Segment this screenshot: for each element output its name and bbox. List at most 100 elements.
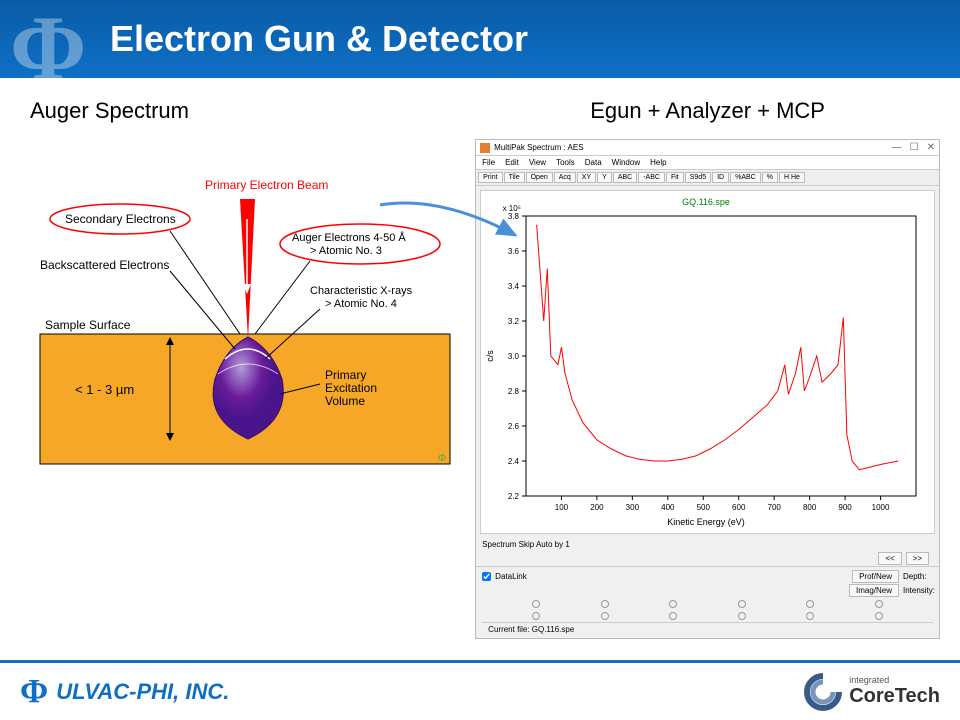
toolbar: PrintTileOpenAcqXYYABC-ABCFitS9d5ID%ABC%…	[476, 170, 939, 186]
svg-text:c/s: c/s	[485, 350, 495, 362]
coretech-logo-icon	[803, 672, 843, 712]
pev-l1: Primary	[325, 368, 366, 382]
secondary-label: Secondary Electrons	[65, 212, 176, 226]
radio-dot[interactable]	[875, 612, 883, 620]
coretech-small: integrated	[849, 676, 940, 686]
slide-header: Φ Electron Gun & Detector	[0, 0, 960, 78]
footer: Φ ULVAC-PHI, INC. integrated CoreTech	[0, 660, 960, 720]
coretech-big: CoreTech	[849, 685, 940, 707]
radio-row-1	[482, 598, 933, 610]
tb-acq[interactable]: Acq	[554, 172, 576, 183]
radio-dot[interactable]	[738, 600, 746, 608]
tb-print[interactable]: Print	[478, 172, 502, 183]
svg-text:2.6: 2.6	[508, 422, 520, 431]
status-skip: Spectrum Skip Auto by 1	[476, 538, 939, 551]
tb-[interactable]: %	[762, 172, 778, 183]
tb-y[interactable]: Y	[597, 172, 612, 183]
radio-dot[interactable]	[532, 612, 540, 620]
svg-text:600: 600	[732, 503, 746, 512]
svg-text:200: 200	[590, 503, 604, 512]
svg-text:300: 300	[626, 503, 640, 512]
menubar: File Edit View Tools Data Window Help	[476, 156, 939, 170]
bottom-controls: DataLink Prof/New Depth: Imag/New Intens…	[476, 566, 939, 638]
svg-text:400: 400	[661, 503, 675, 512]
svg-text:2.2: 2.2	[508, 492, 520, 501]
profnew-button[interactable]: Prof/New	[852, 570, 899, 583]
svg-text:Φ: Φ	[438, 452, 446, 464]
app-title: MultiPak Spectrum : AES	[494, 143, 583, 152]
primary-beam-label: Primary Electron Beam	[205, 178, 328, 192]
svg-text:1000: 1000	[872, 503, 890, 512]
radio-dot[interactable]	[669, 600, 677, 608]
menu-view[interactable]: View	[529, 158, 546, 167]
next-button[interactable]: >>	[906, 552, 929, 565]
svg-text:3.2: 3.2	[508, 317, 520, 326]
svg-text:3.4: 3.4	[508, 282, 520, 291]
phi-small-icon: Φ	[20, 673, 48, 711]
maximize-icon[interactable]: ☐	[910, 142, 919, 153]
menu-edit[interactable]: Edit	[505, 158, 519, 167]
radio-dot[interactable]	[669, 612, 677, 620]
sample-surface-label: Sample Surface	[45, 318, 131, 332]
radio-dot[interactable]	[806, 612, 814, 620]
tb-abc[interactable]: ABC	[613, 172, 637, 183]
radio-dot[interactable]	[875, 600, 883, 608]
xray-l1: Characteristic X-rays	[310, 285, 413, 297]
tb-open[interactable]: Open	[526, 172, 553, 183]
svg-text:Kinetic Energy (eV): Kinetic Energy (eV)	[667, 517, 745, 527]
prev-button[interactable]: <<	[878, 552, 901, 565]
intensity-label: Intensity:	[903, 586, 933, 595]
xray-l2: > Atomic No. 4	[325, 298, 397, 310]
minimize-icon[interactable]: —	[892, 142, 902, 153]
pev-l2: Excitation	[325, 381, 377, 395]
svg-text:800: 800	[803, 503, 817, 512]
tb-fit[interactable]: Fit	[666, 172, 684, 183]
svg-text:500: 500	[697, 503, 711, 512]
svg-text:3.0: 3.0	[508, 352, 520, 361]
app-titlebar: MultiPak Spectrum : AES — ☐ ✕	[476, 140, 939, 156]
content-area: Auger Spectrum Sample Surface Primary El…	[0, 78, 960, 660]
spectrum-chart: GQ.116.spex 10⁵1002003004005006007008009…	[481, 191, 931, 531]
depth-label: Depth:	[903, 572, 933, 581]
tb-abc[interactable]: %ABC	[730, 172, 761, 183]
radio-dot[interactable]	[738, 612, 746, 620]
app-window: MultiPak Spectrum : AES — ☐ ✕ File Edit Vi…	[475, 139, 940, 639]
tb-id[interactable]: ID	[712, 172, 729, 183]
app-icon	[480, 143, 490, 153]
datalink-checkbox[interactable]	[482, 572, 491, 581]
datalink-label: DataLink	[495, 572, 527, 581]
svg-text:GQ.116.spe: GQ.116.spe	[682, 197, 730, 207]
svg-text:900: 900	[839, 503, 853, 512]
tb-tile[interactable]: Tile	[504, 172, 525, 183]
tb-abc[interactable]: -ABC	[638, 172, 665, 183]
tb-s9d5[interactable]: S9d5	[685, 172, 711, 183]
right-panel: Egun + Analyzer + MCP MultiPak Spectrum …	[475, 98, 940, 650]
imagnew-button[interactable]: Imag/New	[849, 584, 899, 597]
footer-left: Φ ULVAC-PHI, INC.	[20, 673, 229, 711]
company-name: ULVAC-PHI, INC.	[56, 679, 229, 705]
svg-text:700: 700	[768, 503, 782, 512]
window-controls: — ☐ ✕	[892, 142, 935, 153]
radio-dot[interactable]	[601, 612, 609, 620]
menu-tools[interactable]: Tools	[556, 158, 575, 167]
left-title: Auger Spectrum	[30, 98, 465, 124]
backscattered-label: Backscattered Electrons	[40, 258, 169, 272]
menu-help[interactable]: Help	[650, 158, 666, 167]
menu-data[interactable]: Data	[585, 158, 602, 167]
tb-xy[interactable]: XY	[577, 172, 596, 183]
radio-dot[interactable]	[532, 600, 540, 608]
menu-window[interactable]: Window	[612, 158, 640, 167]
radio-row-2	[482, 610, 933, 622]
svg-text:2.8: 2.8	[508, 387, 520, 396]
tb-hhe[interactable]: H He	[779, 172, 805, 183]
menu-file[interactable]: File	[482, 158, 495, 167]
current-file: Current file: GQ.116.spe	[482, 622, 933, 636]
coretech-text: integrated CoreTech	[849, 676, 940, 708]
radio-dot[interactable]	[601, 600, 609, 608]
depth-label: < 1 - 3 µm	[75, 382, 134, 397]
svg-text:2.4: 2.4	[508, 457, 520, 466]
svg-text:100: 100	[555, 503, 569, 512]
close-icon[interactable]: ✕	[927, 142, 935, 153]
radio-dot[interactable]	[806, 600, 814, 608]
footer-right: integrated CoreTech	[803, 672, 940, 712]
